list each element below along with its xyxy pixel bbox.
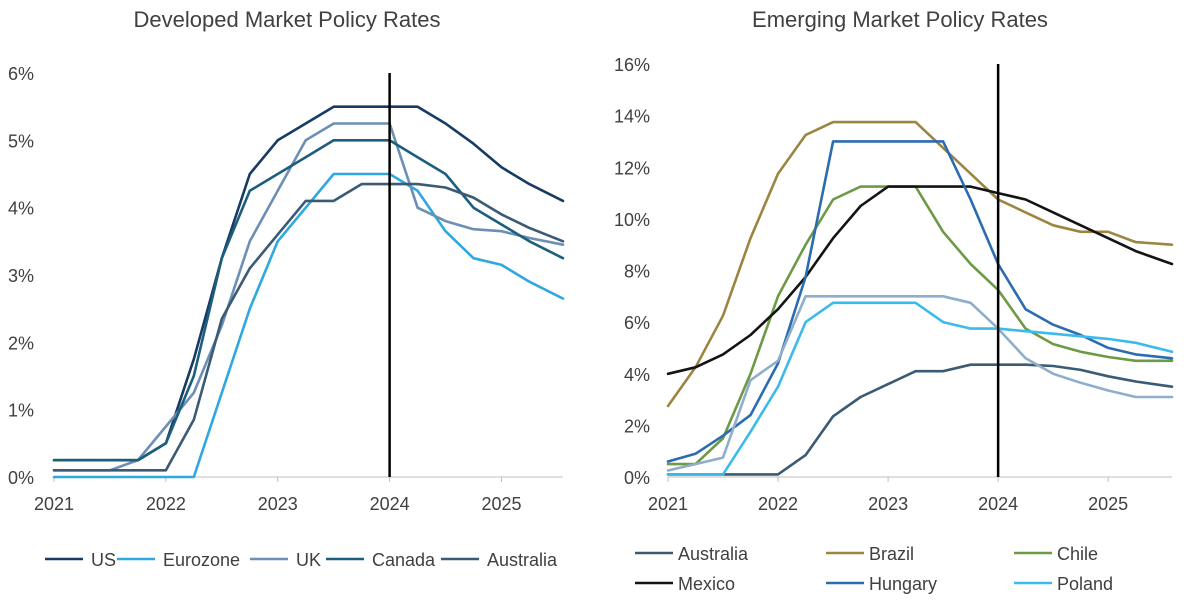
developed-y-tick-label: 6% [8,64,34,84]
emerging-x-tick-label: 2021 [648,494,688,514]
developed-series-eurozone-line [52,172,565,479]
emerging-y-tick-label: 16% [614,55,650,75]
emerging-x-tick-label: 2023 [868,494,908,514]
legend-label: Brazil [869,544,914,564]
developed-x-tick-label: 2021 [34,494,74,514]
legend-label: Chile [1057,544,1098,564]
emerging-series-mexico-line [666,185,1174,376]
emerging-y-tick-label: 10% [614,210,650,230]
developed-y-tick-label: 4% [8,199,34,219]
legend-label: Australia [678,544,749,564]
emerging-legend-item-mexico: Mexico [635,574,735,594]
emerging-x-tick-label: 2022 [758,494,798,514]
legend-label: Poland [1057,574,1113,594]
developed-chart-title: Developed Market Policy Rates [134,7,441,32]
developed-y-tick-label: 1% [8,401,34,421]
developed-y-tick-label: 5% [8,131,34,151]
emerging-legend-item-hungary: Hungary [826,574,937,594]
legend-label: Hungary [869,574,937,594]
developed-legend-item-eurozone: Eurozone [117,550,240,570]
developed-legend-item-uk: UK [250,550,321,570]
developed-legend-item-australia: Australia [441,550,558,570]
emerging-series-uk-line [666,294,1174,472]
legend-label: UK [296,550,321,570]
emerging-x-tick-label: 2024 [978,494,1018,514]
emerging-series-chile-line [666,185,1174,466]
legend-label: US [91,550,116,570]
emerging-chart: Emerging Market Policy Rates 0% 2% 4% 6% 8% 10… [614,7,1174,594]
emerging-legend-item-chile: Chile [1014,544,1098,564]
developed-y-tick-label: 0% [8,468,34,488]
developed-series-uk-line [52,122,565,472]
developed-x-tick-label: 2022 [146,494,186,514]
emerging-series-brazil-line [666,120,1174,408]
developed-y-tick-label: 3% [8,266,34,286]
emerging-x-tick-label: 2025 [1088,494,1128,514]
emerging-legend-item-brazil: Brazil [826,544,914,564]
emerging-legend-item-poland: Poland [1014,574,1113,594]
developed-series-us-line [52,105,565,462]
developed-series-australia-line [52,182,565,472]
legend-label: Australia [487,550,558,570]
emerging-series-hungary-line [666,140,1174,463]
developed-legend-item-us: US [45,550,116,570]
emerging-series-australia-line [666,363,1174,476]
developed-series-canada-line [52,139,565,462]
emerging-legend-item-australia: Australia [635,544,749,564]
emerging-chart-title: Emerging Market Policy Rates [752,7,1048,32]
emerging-y-tick-label: 4% [624,365,650,385]
developed-y-tick-label: 2% [8,333,34,353]
legend-label: Eurozone [163,550,240,570]
legend-label: Canada [372,550,436,570]
emerging-y-tick-label: 2% [624,416,650,436]
developed-legend-item-canada: Canada [326,550,436,570]
emerging-y-tick-label: 6% [624,313,650,333]
emerging-y-tick-label: 8% [624,262,650,282]
emerging-series-poland-line [666,301,1174,476]
developed-x-tick-label: 2025 [481,494,521,514]
emerging-y-tick-label: 14% [614,107,650,127]
emerging-y-tick-label: 12% [614,158,650,178]
developed-x-tick-label: 2023 [258,494,298,514]
developed-chart: Developed Market Policy Rates 0% 1% 2% 3% 4% 5… [8,7,565,570]
legend-label: Mexico [678,574,735,594]
emerging-y-tick-label: 0% [624,468,650,488]
developed-x-tick-label: 2024 [370,494,410,514]
